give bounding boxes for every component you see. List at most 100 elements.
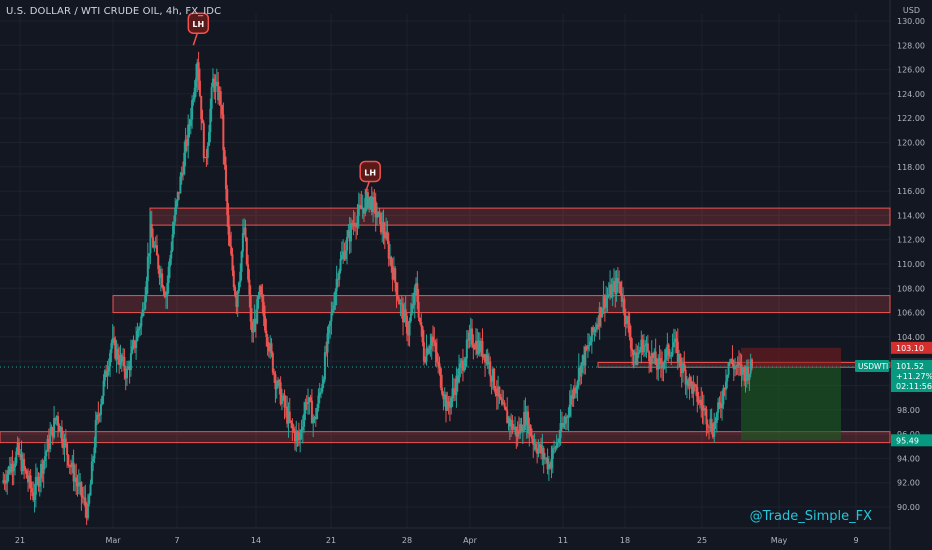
candle-body [30, 487, 33, 493]
candle-body [179, 176, 182, 194]
x-tick-label: 21 [326, 536, 336, 545]
candle-body [376, 216, 378, 218]
candle-body [639, 349, 642, 353]
candle-body [357, 204, 360, 216]
candle-body [653, 351, 656, 358]
candle-body [6, 474, 9, 484]
candle-body [202, 123, 205, 158]
y-tick-label: 120.00 [897, 139, 925, 148]
candle-body [507, 418, 510, 424]
candle-body [257, 295, 260, 300]
candle-body [304, 402, 307, 414]
candle-body [79, 482, 82, 484]
candle-body [34, 476, 37, 495]
candle-body [632, 351, 635, 356]
candle-body [201, 119, 204, 124]
y-tick-label: 108.00 [897, 284, 925, 293]
candle-body [93, 447, 96, 459]
candle-body [603, 295, 606, 308]
candle-body [609, 284, 612, 295]
y-tick-label: 124.00 [897, 90, 925, 99]
candle-body [514, 426, 517, 429]
candle-body [67, 455, 70, 465]
candle-body [629, 336, 632, 349]
candle-body [426, 348, 429, 354]
lh-annotation[interactable] [359, 160, 381, 183]
lh-annotation[interactable] [187, 12, 210, 34]
candle-body [642, 345, 645, 353]
candle-body [206, 145, 209, 158]
candle-body [389, 256, 392, 259]
candle-body [119, 355, 122, 365]
y-tick-label: 126.00 [897, 66, 925, 75]
candle-body [516, 430, 519, 437]
candle-body [128, 366, 131, 371]
candle-body [493, 368, 496, 389]
candle-body [217, 81, 220, 101]
candle-body [230, 246, 233, 255]
candle-body [499, 396, 502, 400]
sr-zone[interactable] [112, 295, 891, 314]
candle-body [356, 215, 359, 227]
candle-body [711, 431, 714, 438]
candle-body [685, 379, 688, 385]
sr-zone[interactable] [149, 207, 891, 226]
candle-body [510, 419, 513, 427]
candle-body [15, 451, 18, 464]
take-profit-area[interactable] [741, 367, 841, 441]
candle-body [622, 298, 625, 302]
candle-body [84, 497, 87, 508]
candle-body [309, 397, 312, 401]
candle-body [695, 384, 698, 387]
annotation-pointer [192, 32, 199, 46]
sr-zone[interactable] [0, 431, 891, 444]
candle-body [195, 78, 198, 88]
candle-body [398, 299, 401, 305]
candle-body [46, 438, 49, 452]
candle-body [355, 226, 358, 228]
x-tick-label: Mar [105, 536, 121, 545]
candle-body [549, 464, 552, 468]
candle-body [652, 352, 655, 358]
candle-body [168, 258, 171, 267]
last-price-badge [891, 360, 932, 393]
candle-body [482, 354, 485, 358]
candle-body [64, 438, 67, 444]
candle-body [83, 497, 86, 499]
candle-body [568, 404, 571, 416]
candle-body [614, 281, 617, 295]
candle-body [413, 287, 416, 305]
candle-body [20, 454, 23, 472]
candle-body [740, 364, 743, 375]
candle-body [336, 278, 339, 280]
stop-loss-area[interactable] [741, 347, 841, 368]
candle-body [545, 458, 548, 460]
candle-body [253, 318, 256, 332]
candle-body [3, 480, 6, 483]
y-tick-label: 94.00 [897, 454, 920, 463]
candle-body [452, 388, 455, 390]
candle-body [403, 309, 406, 323]
candle-body [497, 386, 500, 396]
candle-body [446, 401, 449, 411]
candle-body [291, 423, 294, 429]
candle-body [323, 352, 326, 380]
x-tick-label: May [771, 536, 788, 545]
candle-body [86, 503, 89, 519]
candle-body [529, 424, 532, 436]
candle-body [637, 352, 640, 355]
candle-body [198, 80, 201, 96]
candle-body [700, 399, 703, 406]
candle-body [149, 224, 152, 254]
candle-body [235, 295, 238, 307]
change-text: +11.27% [896, 372, 932, 381]
candle-body [564, 416, 567, 424]
candle-body [249, 294, 252, 322]
candle-body [429, 346, 432, 350]
candle-body [443, 394, 446, 400]
candle-body [541, 448, 544, 454]
candle-body [114, 339, 117, 359]
candle-body [321, 384, 324, 392]
candle-body [674, 338, 677, 343]
